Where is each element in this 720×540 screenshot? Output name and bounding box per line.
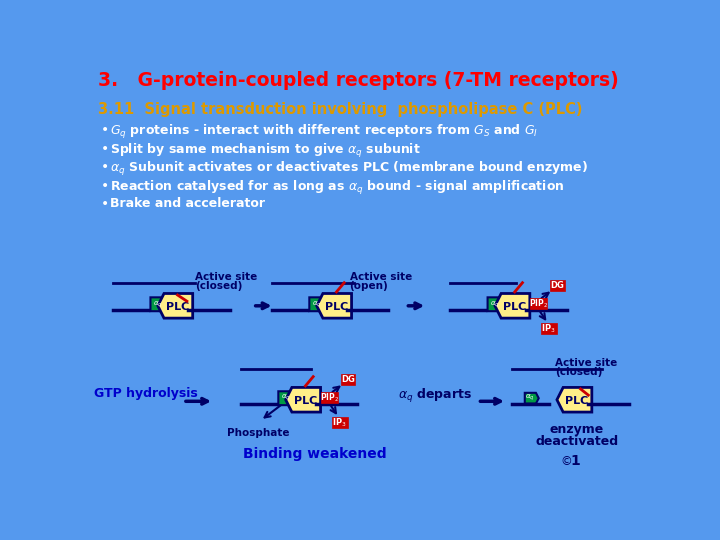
Polygon shape bbox=[525, 393, 539, 403]
Text: $\alpha_q$: $\alpha_q$ bbox=[526, 393, 535, 403]
Text: $\alpha_q$: $\alpha_q$ bbox=[281, 393, 290, 403]
Text: DG: DG bbox=[341, 375, 355, 384]
Text: 3.11  Signal transduction involving  phospholipase C (PLC): 3.11 Signal transduction involving phosp… bbox=[98, 102, 582, 117]
Text: (open): (open) bbox=[350, 281, 388, 291]
Text: •: • bbox=[101, 197, 109, 211]
Polygon shape bbox=[557, 387, 592, 412]
FancyBboxPatch shape bbox=[550, 280, 564, 291]
Text: (closed): (closed) bbox=[194, 281, 242, 291]
Polygon shape bbox=[279, 392, 295, 405]
Text: •: • bbox=[101, 160, 109, 174]
Text: Reaction catalysed for as long as $\alpha_q$ bound - signal amplification: Reaction catalysed for as long as $\alph… bbox=[110, 179, 564, 197]
Text: $\alpha_q$: $\alpha_q$ bbox=[312, 299, 321, 309]
Text: deactivated: deactivated bbox=[535, 435, 618, 448]
Text: Active site: Active site bbox=[555, 358, 617, 368]
Text: (closed): (closed) bbox=[555, 367, 603, 377]
Text: •: • bbox=[101, 179, 109, 193]
FancyBboxPatch shape bbox=[541, 323, 557, 334]
Polygon shape bbox=[158, 294, 193, 318]
Text: enzyme: enzyme bbox=[549, 423, 604, 436]
Polygon shape bbox=[150, 298, 168, 311]
Text: $\alpha_q$ Subunit activates or deactivates PLC (membrane bound enzyme): $\alpha_q$ Subunit activates or deactiva… bbox=[110, 160, 588, 178]
Text: IP$_3$: IP$_3$ bbox=[332, 416, 347, 429]
FancyBboxPatch shape bbox=[530, 298, 547, 309]
Text: •: • bbox=[101, 123, 109, 137]
Polygon shape bbox=[317, 294, 351, 318]
Text: GTP hydrolysis: GTP hydrolysis bbox=[94, 387, 197, 400]
Text: Binding weakened: Binding weakened bbox=[243, 448, 387, 462]
Text: Split by same mechanism to give $\alpha_q$ subunit: Split by same mechanism to give $\alpha_… bbox=[110, 142, 421, 160]
Text: $G_q$ proteins - interact with different receptors from $G_S$ and $G_I$: $G_q$ proteins - interact with different… bbox=[110, 123, 539, 141]
Text: PIP$_2$: PIP$_2$ bbox=[529, 297, 548, 310]
Text: DG: DG bbox=[550, 281, 564, 290]
Text: Phosphate: Phosphate bbox=[227, 428, 289, 438]
Text: PLC: PLC bbox=[294, 396, 317, 406]
Text: Brake and accelerator: Brake and accelerator bbox=[110, 197, 265, 210]
Text: PLC: PLC bbox=[325, 302, 348, 312]
Text: IP$_3$: IP$_3$ bbox=[541, 322, 556, 335]
Text: $\alpha_q$: $\alpha_q$ bbox=[490, 299, 499, 309]
Text: $\alpha_q$ departs: $\alpha_q$ departs bbox=[398, 387, 473, 405]
Text: ©: © bbox=[560, 455, 572, 468]
Text: PLC: PLC bbox=[565, 396, 588, 406]
Polygon shape bbox=[286, 387, 320, 412]
Polygon shape bbox=[487, 298, 505, 311]
Text: $\alpha_q$: $\alpha_q$ bbox=[153, 299, 162, 309]
Text: 3.   G-protein-coupled receptors (7-TM receptors): 3. G-protein-coupled receptors (7-TM rec… bbox=[98, 71, 618, 90]
Polygon shape bbox=[310, 298, 326, 311]
FancyBboxPatch shape bbox=[332, 417, 348, 428]
Text: PLC: PLC bbox=[503, 302, 526, 312]
Text: Active site: Active site bbox=[194, 272, 257, 282]
FancyBboxPatch shape bbox=[341, 374, 355, 384]
Text: •: • bbox=[101, 142, 109, 156]
Text: 1: 1 bbox=[570, 454, 580, 468]
Text: PLC: PLC bbox=[166, 302, 189, 312]
Polygon shape bbox=[495, 294, 530, 318]
FancyBboxPatch shape bbox=[320, 392, 338, 403]
Text: Active site: Active site bbox=[350, 272, 412, 282]
Text: PIP$_2$: PIP$_2$ bbox=[320, 391, 339, 404]
